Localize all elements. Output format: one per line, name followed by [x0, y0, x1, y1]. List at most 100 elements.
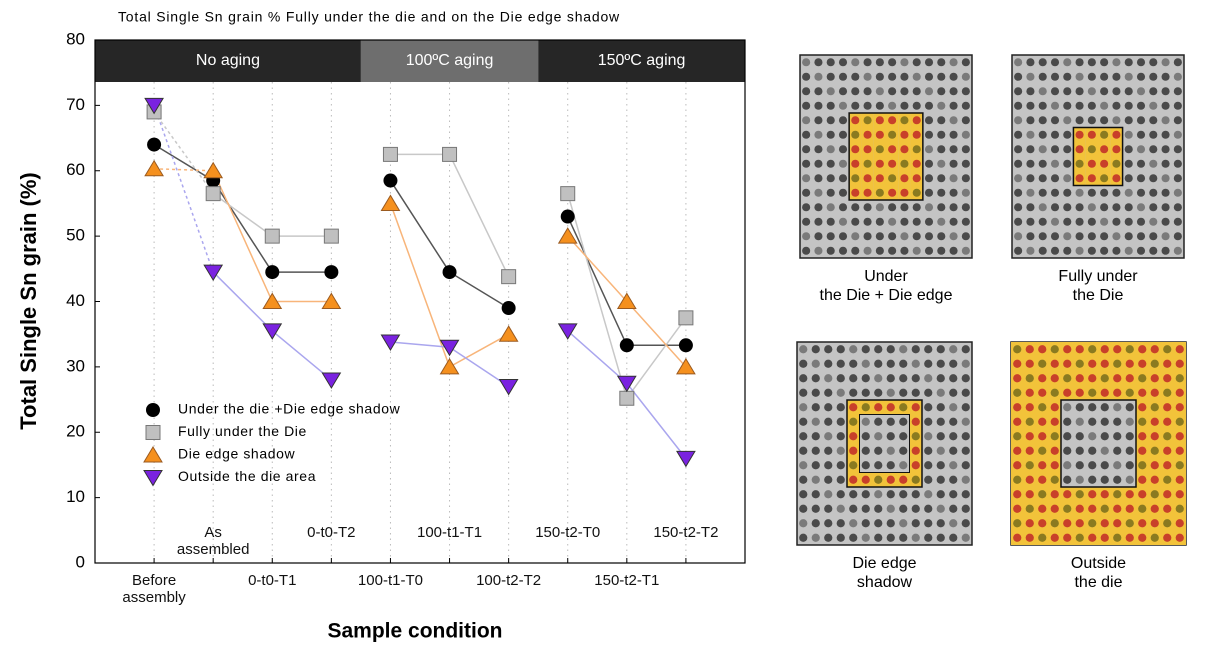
image-dot: [863, 159, 872, 168]
image-dot: [1125, 345, 1134, 354]
image-dot: [1173, 159, 1182, 168]
image-dot: [1125, 359, 1134, 368]
image-dot: [949, 217, 958, 226]
image-dot: [826, 203, 835, 212]
image-dot: [1063, 246, 1072, 255]
image-dot: [851, 72, 860, 81]
marker: [678, 310, 694, 326]
image-dot: [861, 388, 870, 397]
image-dot: [1014, 246, 1023, 255]
image-dot: [1087, 232, 1096, 241]
marker: [498, 378, 519, 396]
image-dot: [1100, 217, 1109, 226]
image-dot: [888, 145, 897, 154]
image-dot: [1050, 246, 1060, 255]
image-dot: [1025, 461, 1034, 470]
image-dot: [799, 461, 808, 470]
image-dot: [1100, 374, 1109, 383]
image-dot: [961, 101, 970, 110]
plot-frame: [94, 39, 746, 564]
image-dot: [1173, 246, 1182, 255]
y-tick-label: 30: [66, 356, 85, 375]
image-dot: [1163, 417, 1172, 426]
image-dot: [1175, 519, 1184, 528]
image-dot: [899, 533, 908, 542]
image-outline: [859, 414, 910, 473]
image-caption: the die: [1074, 574, 1122, 591]
image-dot: [851, 87, 860, 96]
image-dot: [1014, 232, 1023, 241]
image-dot: [924, 174, 934, 183]
image-dot: [936, 533, 945, 542]
image-dot: [875, 58, 884, 67]
image-dot: [886, 374, 895, 383]
y-tick-label: 40: [66, 291, 85, 310]
image-dot: [875, 72, 884, 81]
image-dot: [814, 203, 823, 212]
image-dot: [1100, 446, 1109, 455]
series-line: [153, 143, 332, 273]
image-dot: [924, 217, 934, 226]
image-dot: [874, 490, 883, 499]
series-line: [389, 180, 510, 309]
image-dot: [1050, 461, 1059, 470]
image-dot: [851, 246, 860, 255]
band: [538, 40, 745, 82]
image-dot: [949, 432, 958, 441]
image-dot: [1112, 87, 1121, 96]
image-dot: [888, 58, 897, 67]
image-dot: [1013, 403, 1022, 412]
image-dot: [1075, 417, 1084, 426]
image-dot: [1088, 490, 1097, 499]
image-dot: [1038, 72, 1047, 81]
image-dot: [899, 417, 908, 426]
image-dot: [1014, 72, 1023, 81]
image-dot: [1112, 203, 1121, 212]
image-dot: [1163, 461, 1172, 470]
image-dot: [811, 417, 820, 426]
image-dot: [1163, 359, 1172, 368]
image-dot: [874, 461, 883, 470]
image-dot: [849, 432, 858, 441]
image-dot: [1175, 359, 1184, 368]
image-dot: [824, 490, 833, 499]
band-label: 150ºC aging: [598, 52, 686, 69]
image-dot: [1026, 72, 1035, 81]
image-dot: [1014, 130, 1023, 139]
image-dot: [1063, 359, 1072, 368]
image-dot: [799, 519, 808, 528]
image-dot: [961, 519, 970, 528]
image-dot: [1063, 345, 1072, 354]
image-dot: [851, 203, 860, 212]
image-dot: [1014, 174, 1023, 183]
image-dot: [802, 58, 811, 67]
image-dot: [961, 446, 970, 455]
image-dot: [836, 403, 845, 412]
marker: [557, 227, 578, 244]
image-dot: [961, 432, 970, 441]
image-dot: [849, 490, 858, 499]
image-dot: [949, 246, 958, 255]
image-dot: [874, 475, 883, 484]
image-dot: [1075, 101, 1084, 110]
image-dot: [888, 232, 897, 241]
image-dot: [900, 58, 909, 67]
image-dot: [924, 130, 934, 139]
marker: [147, 137, 162, 152]
marker: [560, 209, 575, 224]
image-dot: [961, 217, 970, 226]
image-dot: [1100, 432, 1109, 441]
image-dot: [1163, 504, 1172, 513]
image-dot: [1136, 217, 1146, 226]
marker: [262, 292, 283, 309]
image-dot: [1175, 388, 1184, 397]
image-dot: [1173, 232, 1182, 241]
image-dot: [851, 159, 860, 168]
image-dot: [1063, 87, 1072, 96]
image-dot: [1173, 217, 1182, 226]
image-dot: [1025, 432, 1034, 441]
image-dot: [936, 403, 945, 412]
image-dot: [1149, 188, 1158, 197]
image-dot: [1149, 72, 1158, 81]
marker: [144, 97, 164, 115]
